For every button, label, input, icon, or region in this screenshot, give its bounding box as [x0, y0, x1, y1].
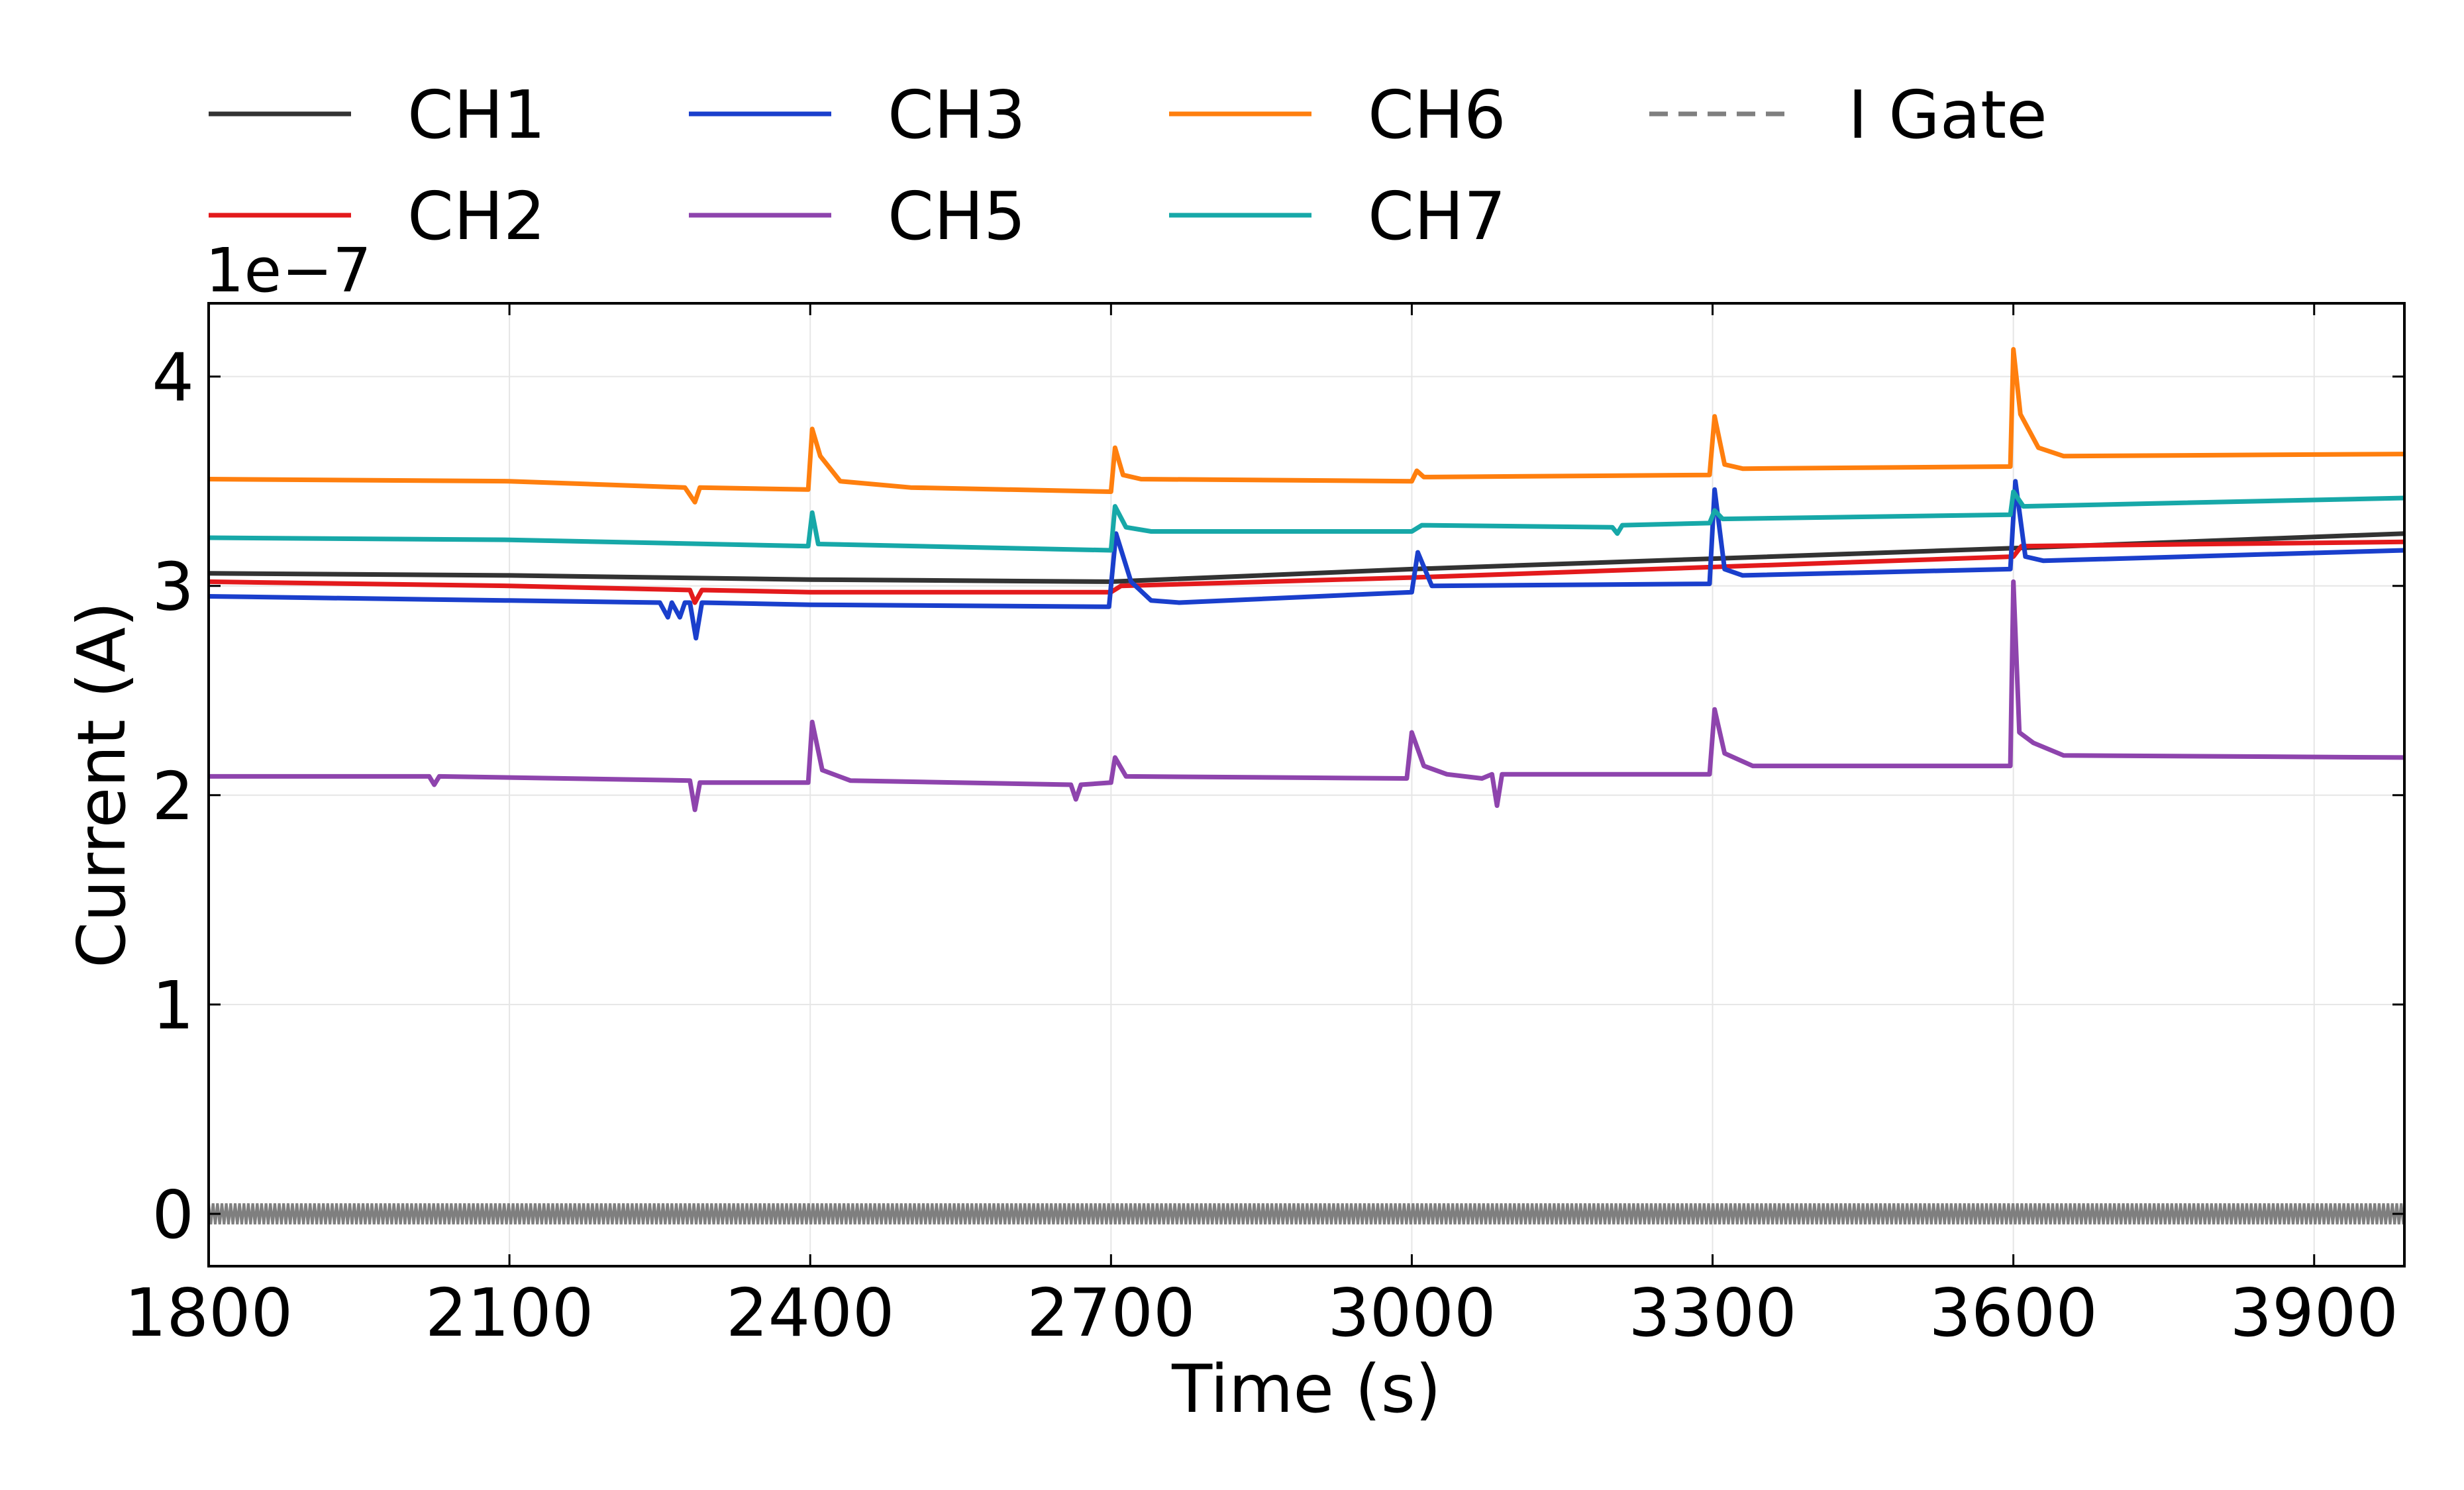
x-tick-label: 2700: [1027, 1274, 1196, 1352]
y-tick-label: 0: [152, 1176, 194, 1254]
legend-label: CH3: [888, 76, 1026, 154]
legend-label: CH7: [1368, 177, 1506, 255]
series-line-ch7: [209, 489, 2404, 553]
y-tick-label: 1: [152, 967, 194, 1044]
legend-label: CH6: [1368, 76, 1506, 154]
y-tick-label: 4: [152, 339, 194, 417]
series-line-ch6: [209, 347, 2404, 505]
y-tick-label: 2: [152, 758, 194, 835]
series-layer: [209, 347, 2404, 1225]
series-line-ch5: [209, 579, 2404, 813]
x-tick-label: 3900: [2230, 1274, 2399, 1352]
y-axis-label: Current (A): [63, 601, 140, 968]
x-axis-label: Time (s): [1171, 1350, 1441, 1428]
plot-frame: [207, 302, 2406, 1267]
x-tick-label: 1800: [125, 1274, 293, 1352]
x-tick-label: 3600: [1929, 1274, 2098, 1352]
y-offset-label: 1e−7: [205, 235, 372, 306]
legend: CH1 CH2 CH3 CH5 CH6 CH7 I Gate: [209, 76, 2047, 255]
series-line-ch1: [209, 531, 2404, 584]
x-tick-label: 3300: [1628, 1274, 1797, 1352]
grid: [208, 303, 2404, 1266]
legend-label: CH2: [407, 177, 546, 255]
legend-label: CH5: [888, 177, 1026, 255]
series-line-i-gate: [209, 1203, 2404, 1225]
legend-label: I Gate: [1848, 76, 2047, 154]
y-tick-label: 3: [152, 548, 194, 626]
legend-label: CH1: [407, 76, 546, 154]
series-line-ch3: [209, 479, 2404, 641]
ticks: 1800 2100 2400 2700 3000 3300 3600 3900 0 1 2 3 4: [125, 303, 2404, 1352]
x-tick-label: 3000: [1327, 1274, 1496, 1352]
x-tick-label: 2100: [425, 1274, 594, 1352]
x-tick-label: 2400: [726, 1274, 895, 1352]
